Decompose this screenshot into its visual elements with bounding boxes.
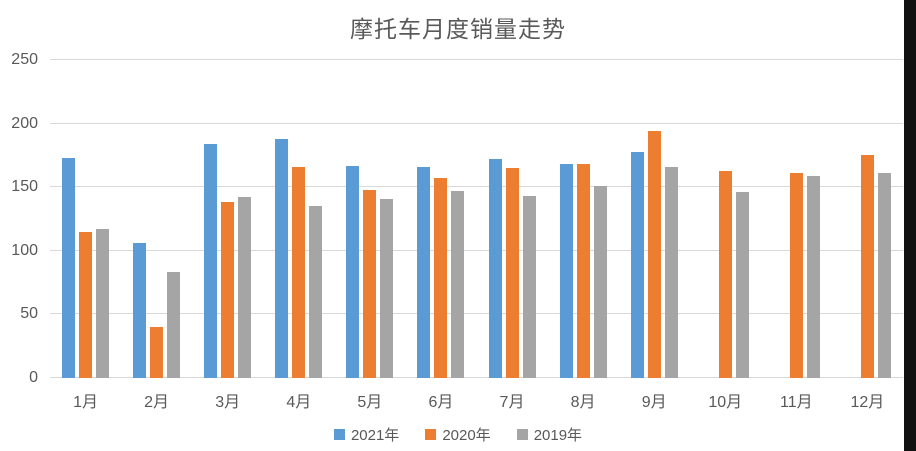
x-tick-label: 1月 — [73, 394, 98, 411]
chart-title: 摩托车月度销量走势 — [350, 16, 566, 42]
bar-2019年-12月 — [877, 173, 891, 378]
y-tick-label: 0 — [29, 369, 38, 386]
bar-2020年-8月 — [576, 164, 590, 378]
x-tick-label: 4月 — [286, 394, 312, 411]
bar-group — [548, 60, 619, 378]
bar-group — [263, 60, 334, 378]
bar-2021年-2月 — [133, 243, 147, 378]
bar-2019年-3月 — [238, 197, 252, 378]
bar-group — [334, 60, 405, 378]
bar-2019年-9月 — [664, 166, 678, 378]
x-tick-label: 6月 — [428, 394, 454, 411]
gridline — [50, 186, 903, 188]
bar-group — [192, 60, 263, 378]
legend-item: 2019年 — [516, 424, 583, 445]
bar-group — [405, 60, 476, 378]
legend: 2021年 2020年 2019年 — [0, 424, 916, 445]
bars — [50, 60, 903, 378]
gridline — [50, 59, 903, 60]
bar-2019年-4月 — [309, 206, 323, 378]
x-tick-label: 2月 — [144, 394, 170, 411]
bar-2020年-7月 — [505, 168, 519, 378]
bar-2021年-8月 — [559, 164, 573, 378]
plot-area — [50, 59, 903, 378]
y-tick-label: 250 — [11, 51, 38, 68]
bar-2020年-4月 — [292, 166, 306, 378]
gridline — [50, 313, 903, 315]
bar-2019年-6月 — [451, 191, 465, 378]
bar-2020年-10月 — [718, 170, 732, 378]
legend-marker — [333, 429, 345, 440]
gridline — [50, 377, 903, 378]
bar-group — [761, 60, 832, 378]
bar-2021年-5月 — [346, 165, 360, 378]
x-tick-label: 10月 — [708, 394, 743, 411]
bar-group — [690, 60, 761, 378]
bar-2019年-5月 — [380, 198, 394, 378]
y-tick-label: 200 — [11, 114, 38, 132]
bar-2019年-2月 — [167, 272, 181, 378]
bar-2019年-10月 — [735, 192, 749, 378]
bar-2019年-11月 — [806, 175, 820, 378]
bar-group — [619, 60, 690, 378]
x-axis: 1月 2月 3月 4月 5月 6月 7月 8月 9月 10月 11月 12月 — [50, 388, 903, 412]
x-tick-label: 11月 — [780, 394, 813, 411]
bar-2021年-9月 — [630, 151, 644, 378]
x-tick-label: 3月 — [215, 394, 241, 411]
legend-item: 2021年 — [333, 424, 400, 445]
x-tick-label: 7月 — [499, 394, 525, 411]
bar-2020年-3月 — [221, 202, 235, 378]
bar-2021年-4月 — [275, 138, 289, 378]
bar-2021年-3月 — [204, 143, 218, 378]
bar-group — [476, 60, 547, 378]
x-tick-label: 12月 — [850, 394, 885, 411]
legend-label: 2021年 — [350, 427, 400, 444]
gridline — [50, 249, 903, 251]
bar-2020年-11月 — [789, 173, 803, 378]
bar-2020年-6月 — [434, 178, 448, 378]
x-tick-label: 8月 — [570, 394, 596, 411]
bar-2021年-6月 — [417, 166, 431, 378]
bar-2021年-1月 — [62, 157, 76, 378]
bar-group — [832, 60, 903, 378]
bar-group — [121, 60, 192, 378]
bar-2019年-1月 — [96, 229, 110, 378]
bar-2020年-12月 — [860, 155, 874, 378]
bar-2020年-2月 — [150, 327, 164, 378]
bar-2020年-5月 — [363, 189, 377, 378]
legend-label: 2019年 — [533, 427, 583, 444]
bar-2020年-1月 — [79, 231, 93, 378]
y-tick-label: 50 — [20, 305, 38, 323]
y-axis: 0 50 100 150 200 250 — [0, 52, 38, 386]
bar-2021年-7月 — [488, 159, 502, 378]
y-tick-label: 100 — [11, 241, 38, 259]
x-tick-label: 5月 — [357, 394, 383, 411]
y-tick-label: 150 — [11, 178, 38, 196]
screen-edge-strip — [904, 0, 916, 451]
legend-item: 2020年 — [425, 424, 491, 445]
legend-marker — [425, 429, 437, 440]
bar-2019年-7月 — [522, 196, 536, 378]
legend-marker — [516, 429, 528, 440]
x-tick-label: 9月 — [641, 394, 667, 411]
gridline — [50, 122, 903, 124]
bar-group — [50, 60, 121, 378]
bar-2019年-8月 — [593, 185, 607, 378]
legend-label: 2020年 — [442, 427, 491, 444]
bar-2020年-9月 — [647, 131, 661, 378]
